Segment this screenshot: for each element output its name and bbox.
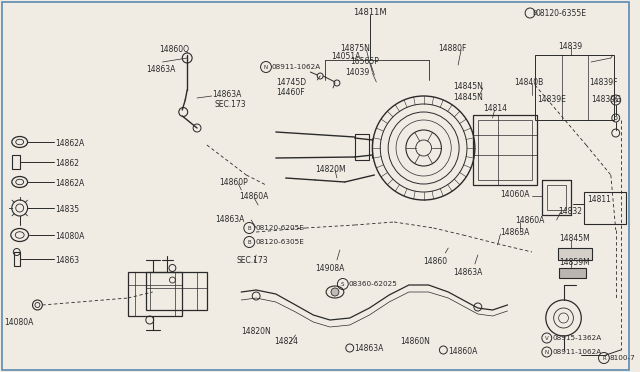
Text: 14859M: 14859M: [559, 258, 590, 267]
Text: 14863: 14863: [55, 256, 79, 265]
Text: S: S: [341, 282, 344, 286]
Text: 14039: 14039: [345, 68, 369, 77]
Text: N: N: [545, 350, 549, 355]
Text: 14863A: 14863A: [146, 65, 175, 74]
Text: 14880F: 14880F: [438, 44, 467, 53]
Text: 14060A: 14060A: [500, 190, 530, 199]
Text: 14832: 14832: [559, 207, 582, 216]
Text: 14860P: 14860P: [219, 178, 248, 187]
Text: SEC.173: SEC.173: [215, 100, 246, 109]
Text: 08915-1362A: 08915-1362A: [553, 335, 602, 341]
Text: 14820N: 14820N: [241, 327, 271, 336]
Text: N: N: [264, 64, 268, 70]
Text: B: B: [532, 10, 537, 16]
Bar: [355, 134, 369, 160]
Text: 14820M: 14820M: [316, 165, 346, 174]
Text: 14051A: 14051A: [331, 52, 360, 61]
Text: 14745D: 14745D: [276, 78, 306, 87]
Text: 14845M: 14845M: [559, 234, 590, 243]
Text: 14840B: 14840B: [515, 78, 543, 87]
Text: 14811: 14811: [587, 195, 611, 204]
Text: 14908A: 14908A: [316, 264, 344, 273]
Text: 14863A: 14863A: [212, 90, 241, 99]
Text: 14835: 14835: [55, 205, 79, 214]
Text: 14860Q: 14860Q: [159, 45, 189, 54]
Bar: [12, 155, 20, 169]
Text: B: B: [248, 225, 251, 231]
Text: 08120-6305E: 08120-6305E: [255, 239, 304, 245]
Text: 14862: 14862: [55, 159, 79, 168]
Text: 14862A: 14862A: [55, 139, 84, 148]
Text: 14860A: 14860A: [515, 216, 545, 225]
Bar: [535, 55, 614, 120]
Bar: [128, 272, 182, 316]
Text: 14860: 14860: [424, 257, 448, 266]
Text: 14814: 14814: [483, 104, 507, 113]
Text: 14860N: 14860N: [400, 337, 430, 346]
Bar: [557, 248, 592, 260]
Text: B: B: [248, 240, 251, 244]
Text: 14460F: 14460F: [276, 88, 305, 97]
Text: 14860A: 14860A: [448, 347, 477, 356]
Text: 14863A: 14863A: [500, 228, 530, 237]
Text: 08360-62025: 08360-62025: [349, 281, 397, 287]
Text: 14080A: 14080A: [4, 318, 33, 327]
Text: 14875N: 14875N: [340, 44, 370, 53]
Text: 14863A: 14863A: [215, 215, 244, 224]
Text: V: V: [545, 336, 548, 340]
Bar: [478, 120, 532, 180]
Text: 14839F: 14839F: [589, 78, 618, 87]
Text: 14845N: 14845N: [453, 93, 483, 102]
Text: R: R: [602, 356, 606, 360]
Text: 08120-6355E: 08120-6355E: [536, 9, 587, 18]
Text: 14860A: 14860A: [239, 192, 269, 201]
Text: 14080A: 14080A: [55, 232, 84, 241]
Text: 14862A: 14862A: [55, 179, 84, 188]
Text: SEC.173: SEC.173: [236, 256, 268, 265]
Text: 08911-1062A: 08911-1062A: [553, 349, 602, 355]
Text: 14839G: 14839G: [591, 95, 621, 104]
Circle shape: [331, 288, 339, 296]
Bar: [547, 185, 566, 210]
Bar: [473, 115, 537, 185]
Text: 14839: 14839: [559, 42, 583, 51]
Bar: [146, 272, 207, 310]
Bar: [584, 192, 625, 224]
Bar: [559, 268, 586, 278]
Text: 16565P: 16565P: [349, 57, 379, 66]
Text: 14845N: 14845N: [453, 82, 483, 91]
Text: 14863A: 14863A: [453, 268, 483, 277]
Text: 8100-7: 8100-7: [610, 355, 636, 361]
Text: 14863A: 14863A: [355, 344, 384, 353]
Text: 14824: 14824: [274, 337, 298, 346]
Text: 14811M: 14811M: [353, 8, 387, 17]
Text: 08911-1062A: 08911-1062A: [272, 64, 321, 70]
Text: 08120-6205E: 08120-6205E: [255, 225, 304, 231]
Text: 14839E: 14839E: [537, 95, 566, 104]
Bar: [14, 252, 20, 266]
